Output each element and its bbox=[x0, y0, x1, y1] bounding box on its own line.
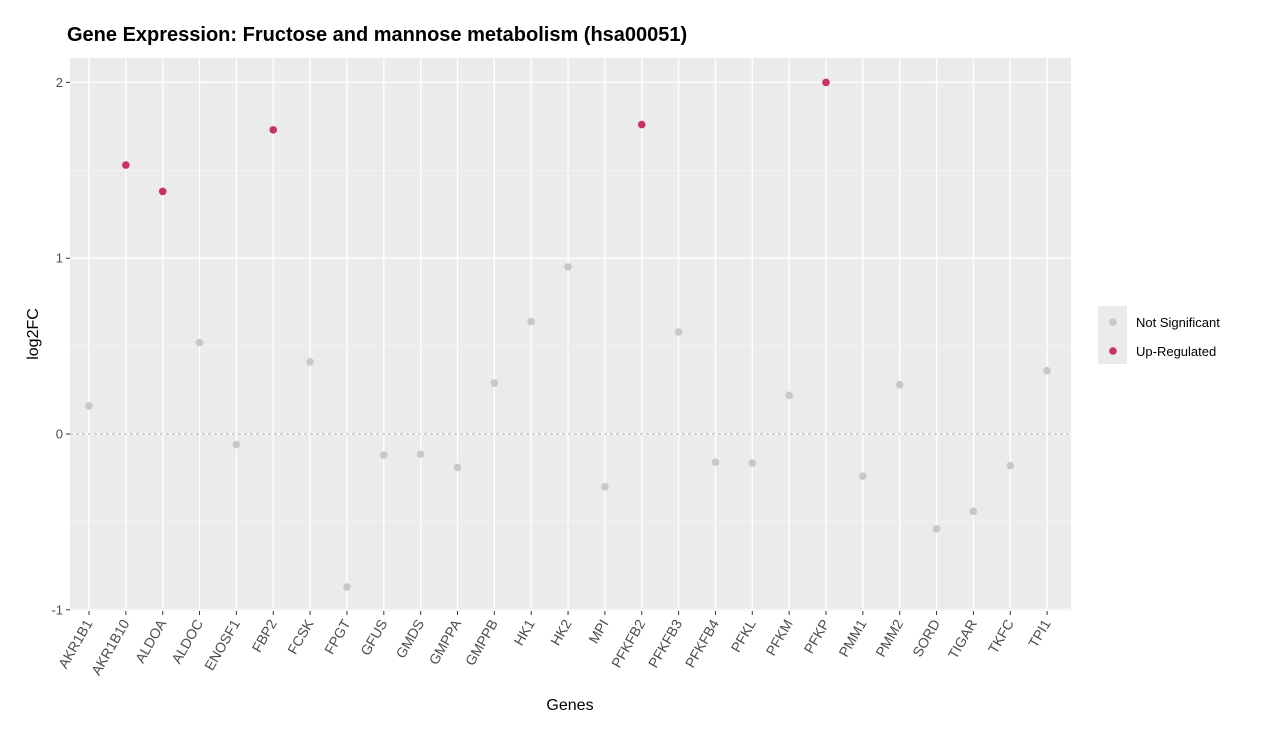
data-point bbox=[122, 161, 130, 169]
legend-label: Up-Regulated bbox=[1136, 344, 1216, 359]
y-axis-ticks: -1 0 1 2 bbox=[51, 75, 70, 617]
y-axis-title: log2FC bbox=[25, 308, 42, 360]
x-tick-label: SORD bbox=[909, 617, 943, 660]
data-point bbox=[1043, 366, 1051, 375]
x-tick-label: PFKFB2 bbox=[608, 616, 648, 670]
data-points bbox=[85, 78, 1051, 591]
data-point bbox=[343, 583, 351, 591]
data-point bbox=[711, 458, 720, 466]
data-point bbox=[822, 78, 830, 87]
data-point bbox=[564, 263, 572, 271]
data-point bbox=[416, 450, 425, 459]
x-tick-label: HK1 bbox=[510, 616, 538, 648]
data-point bbox=[1006, 461, 1015, 470]
legend: Not Significant Up-Regulated bbox=[1098, 306, 1220, 364]
data-point bbox=[453, 463, 462, 472]
data-point bbox=[674, 328, 683, 336]
data-point bbox=[601, 482, 609, 491]
x-tick-label: AKR1B1 bbox=[55, 616, 96, 671]
x-tick-label: FBP2 bbox=[248, 616, 279, 655]
chart-title: Gene Expression: Fructose and mannose me… bbox=[67, 24, 687, 46]
x-tick-label: TIGAR bbox=[945, 617, 980, 662]
plot-panel bbox=[70, 58, 1071, 611]
data-point bbox=[85, 402, 93, 410]
data-point bbox=[158, 187, 167, 196]
x-tick-label: PFKFB4 bbox=[682, 616, 722, 670]
x-axis-title: Genes bbox=[546, 697, 593, 714]
x-tick-label: GMPPB bbox=[462, 617, 501, 669]
grid-major bbox=[70, 58, 1071, 611]
legend-key-background bbox=[1098, 306, 1127, 364]
x-tick-label: GMDS bbox=[392, 617, 427, 661]
legend-key bbox=[1109, 318, 1117, 326]
data-point bbox=[527, 317, 535, 326]
data-point bbox=[859, 472, 867, 480]
y-tick-label: -1 bbox=[51, 602, 63, 617]
x-tick-label: PFKFB3 bbox=[645, 616, 685, 670]
x-tick-label: TPI1 bbox=[1025, 616, 1054, 650]
data-point bbox=[232, 440, 241, 449]
data-point bbox=[895, 380, 904, 389]
x-tick-label: PMM2 bbox=[872, 616, 906, 659]
x-tick-label: PMM1 bbox=[835, 616, 869, 659]
legend-label: Not Significant bbox=[1136, 315, 1220, 330]
data-point bbox=[748, 459, 757, 467]
data-point bbox=[785, 391, 793, 400]
data-point bbox=[269, 126, 278, 134]
x-tick-label: PFKL bbox=[728, 616, 759, 655]
y-tick-label: 2 bbox=[56, 75, 63, 90]
y-tick-label: 1 bbox=[56, 251, 63, 266]
x-tick-label: GFUS bbox=[357, 617, 390, 659]
x-tick-label: ALDOA bbox=[132, 616, 170, 666]
x-tick-label: HK2 bbox=[547, 616, 575, 648]
legend-key bbox=[1109, 347, 1117, 355]
x-tick-label: FCSK bbox=[284, 616, 317, 657]
data-point bbox=[637, 120, 646, 129]
x-tick-label: PFKP bbox=[800, 617, 832, 657]
data-point bbox=[490, 379, 499, 387]
x-tick-label: PFKM bbox=[762, 617, 795, 659]
x-tick-label: TKFC bbox=[985, 617, 1017, 657]
x-tick-label: FPGT bbox=[321, 616, 354, 657]
data-point bbox=[195, 338, 204, 347]
data-point bbox=[306, 358, 314, 366]
data-point bbox=[932, 525, 941, 533]
x-tick-label: GMPPA bbox=[425, 616, 464, 667]
data-point bbox=[969, 507, 978, 516]
x-tick-label: ALDOC bbox=[168, 617, 206, 667]
y-tick-label: 0 bbox=[56, 427, 63, 442]
data-point bbox=[380, 451, 388, 459]
x-tick-label: MPI bbox=[585, 617, 611, 647]
x-tick-label: ENOSF1 bbox=[201, 616, 243, 673]
